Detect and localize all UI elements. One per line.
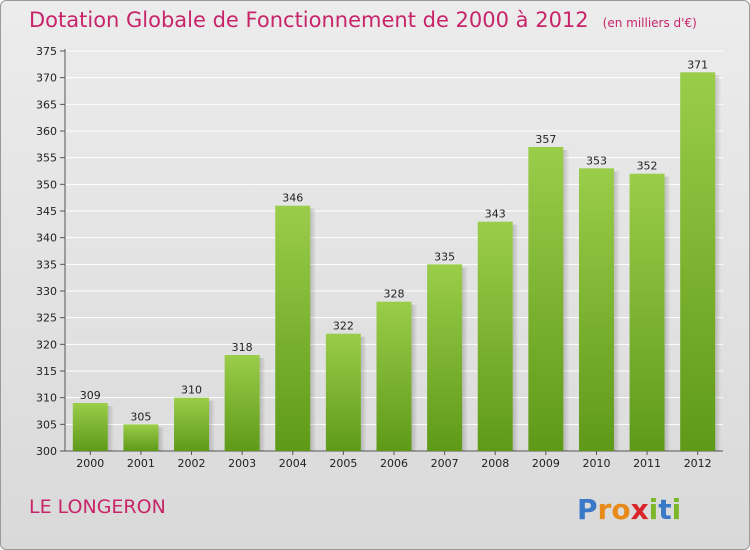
proxiti-logo: Proxiti [577,493,681,526]
bar-shadow [512,224,519,451]
bar-2002 [174,397,210,451]
bar-shadow [310,208,317,451]
data-label-2004: 346 [282,192,303,205]
bar-2000 [72,403,108,451]
y-tick-label: 365 [36,98,57,111]
y-tick-label: 320 [36,338,57,351]
y-tick-label: 350 [36,178,57,191]
y-tick-label: 340 [36,232,57,245]
bar-shadow [360,336,367,451]
data-label-2001: 305 [130,410,151,423]
y-tick-label: 335 [36,258,57,271]
bar-shadow [259,358,266,451]
bar-shadow [209,400,216,451]
bar-2011 [629,173,665,451]
bar-2012 [680,72,716,451]
bar-shadow [158,427,165,451]
x-tick-label-2009: 2009 [532,457,560,470]
data-label-2011: 352 [637,160,658,173]
bar-shadow [563,150,570,451]
y-tick-label: 315 [36,365,57,378]
data-label-2000: 309 [80,389,101,402]
data-label-2005: 322 [333,320,354,333]
svg-text:Proxiti: Proxiti [577,493,681,526]
data-label-2010: 353 [586,154,607,167]
commune-name: LE LONGERON [29,496,166,518]
bar-shadow [411,304,418,451]
bars: 309 305 310 318 346 322 328 335 343 357 353 352 371 [72,58,722,452]
x-tick-label-2004: 2004 [279,457,307,470]
bar-2004 [275,205,311,451]
bar-2009 [528,147,564,451]
x-tick-label-2000: 2000 [76,457,104,470]
y-tick-label: 330 [36,285,57,298]
x-tick-label-2012: 2012 [684,457,712,470]
data-label-2009: 357 [535,133,556,146]
y-tick-label: 355 [36,152,57,165]
y-tick-label: 370 [36,72,57,85]
bar-2010 [578,168,614,452]
bar-2003 [224,355,260,451]
bar-shadow [613,171,620,452]
chart-title-unit: (en milliers d'€) [602,16,697,30]
x-tick-label-2011: 2011 [633,457,661,470]
y-tick-label: 325 [36,312,57,325]
y-tick-label: 375 [36,45,57,58]
bar-shadow [462,267,469,451]
x-tick-label-2010: 2010 [582,457,610,470]
bar-2006 [376,301,412,451]
bar-shadow [107,406,114,451]
data-label-2002: 310 [181,384,202,397]
y-tick-label: 345 [36,205,57,218]
x-tick-label-2008: 2008 [481,457,509,470]
x-tick-label-2007: 2007 [431,457,459,470]
data-label-2007: 335 [434,250,455,263]
y-tick-label: 310 [36,392,57,405]
x-tick-label-2001: 2001 [127,457,155,470]
x-tick-label-2005: 2005 [329,457,357,470]
bar-2008 [477,221,513,451]
bar-shadow [715,75,722,451]
y-tick-label: 300 [36,445,57,458]
x-axis: 2000 2001 2002 2003 2004 2005 2006 2007 2008 2009… [76,451,712,470]
data-label-2003: 318 [232,341,253,354]
bar-2005 [325,333,361,451]
bar-shadow [664,176,671,451]
x-tick-label-2002: 2002 [178,457,206,470]
data-label-2008: 343 [485,208,506,221]
chart-title: Dotation Globale de Fonctionnement de 20… [29,8,697,32]
bar-2001 [123,424,159,451]
y-tick-label: 305 [36,418,57,431]
y-tick-label: 360 [36,125,57,138]
data-label-2012: 371 [687,58,708,71]
x-tick-label-2006: 2006 [380,457,408,470]
data-label-2006: 328 [384,288,405,301]
x-tick-label-2003: 2003 [228,457,256,470]
bar-2007 [427,264,463,451]
chart-title-main: Dotation Globale de Fonctionnement de 20… [29,8,589,32]
